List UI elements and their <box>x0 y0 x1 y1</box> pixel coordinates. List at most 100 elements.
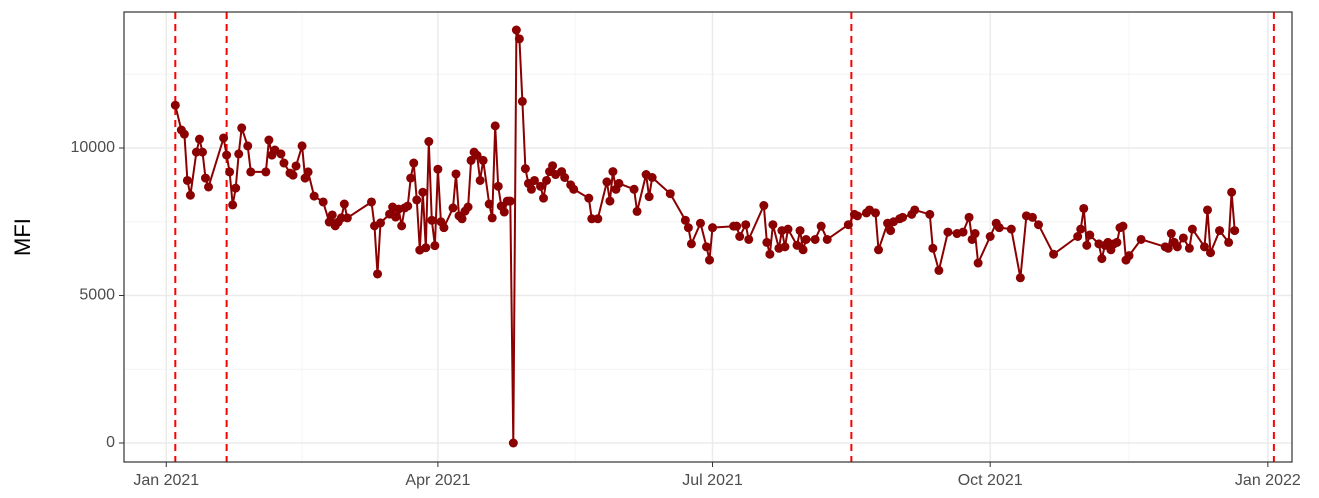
point <box>810 234 820 244</box>
point <box>490 121 500 131</box>
point <box>529 175 539 185</box>
point <box>1172 242 1182 252</box>
point <box>768 220 778 230</box>
point <box>614 178 624 188</box>
point <box>234 149 244 159</box>
point <box>1184 243 1194 253</box>
x-tick-label: Jan 2022 <box>1235 472 1301 489</box>
point <box>783 224 793 234</box>
point <box>871 208 881 218</box>
point <box>424 137 434 147</box>
point <box>1178 233 1188 243</box>
point <box>539 193 549 203</box>
point <box>822 234 832 244</box>
point <box>376 218 386 228</box>
point <box>261 167 271 177</box>
point <box>632 206 642 216</box>
point <box>194 134 204 144</box>
point <box>342 213 352 223</box>
point <box>1199 242 1209 252</box>
point <box>735 231 745 241</box>
point <box>1112 237 1122 247</box>
point <box>1206 248 1216 258</box>
point <box>1227 187 1237 197</box>
point <box>520 164 530 174</box>
point <box>526 184 536 194</box>
x-tick-label: Jan 2021 <box>133 472 199 489</box>
point <box>499 207 509 217</box>
point <box>994 223 1004 233</box>
point <box>478 155 488 165</box>
point <box>508 438 518 448</box>
point <box>1230 226 1240 236</box>
point <box>680 215 690 225</box>
point <box>406 173 416 183</box>
point <box>608 167 618 177</box>
point <box>327 210 337 220</box>
point <box>439 223 449 233</box>
point <box>237 123 247 133</box>
point <box>910 205 920 215</box>
x-tick-label: Oct 2021 <box>958 472 1023 489</box>
point <box>1079 203 1089 213</box>
point <box>759 201 769 211</box>
point <box>197 147 207 157</box>
point <box>695 218 705 228</box>
point <box>511 25 521 35</box>
point <box>243 141 253 151</box>
point <box>593 214 603 224</box>
point <box>1187 224 1197 234</box>
point <box>744 234 754 244</box>
point <box>373 269 383 279</box>
point <box>765 249 775 259</box>
point <box>179 129 189 139</box>
point <box>472 150 482 160</box>
y-tick-label: 10000 <box>71 139 116 156</box>
point <box>548 161 558 171</box>
point <box>973 258 983 268</box>
point <box>264 135 274 145</box>
point <box>943 227 953 237</box>
point <box>964 212 974 222</box>
point <box>542 175 552 185</box>
point <box>1215 226 1225 236</box>
point <box>886 226 896 236</box>
point <box>466 155 476 165</box>
point <box>701 242 711 252</box>
point <box>276 149 286 159</box>
point <box>801 234 811 244</box>
point <box>339 199 349 209</box>
point <box>898 212 908 222</box>
point <box>535 181 545 191</box>
point <box>1118 221 1128 231</box>
point <box>644 192 654 202</box>
point <box>430 241 440 251</box>
point <box>1136 234 1146 244</box>
point <box>705 255 715 265</box>
point <box>958 227 968 237</box>
point <box>451 169 461 179</box>
panel <box>124 12 1292 462</box>
point <box>397 221 407 231</box>
panel-border <box>123 11 1293 463</box>
y-tick-label: 0 <box>106 434 115 451</box>
point <box>231 183 241 193</box>
point <box>874 245 884 255</box>
y-axis-label: MFI <box>10 218 35 256</box>
point <box>1076 224 1086 234</box>
point <box>602 177 612 187</box>
point <box>665 189 675 199</box>
point <box>366 197 376 207</box>
point <box>683 223 693 233</box>
point <box>182 175 192 185</box>
point <box>732 221 742 231</box>
point <box>427 215 437 225</box>
point <box>1027 212 1037 222</box>
point <box>741 220 751 230</box>
point <box>288 170 298 180</box>
point <box>1085 230 1095 240</box>
point <box>934 265 944 275</box>
point <box>391 212 401 222</box>
point <box>925 209 935 219</box>
point <box>487 213 497 223</box>
